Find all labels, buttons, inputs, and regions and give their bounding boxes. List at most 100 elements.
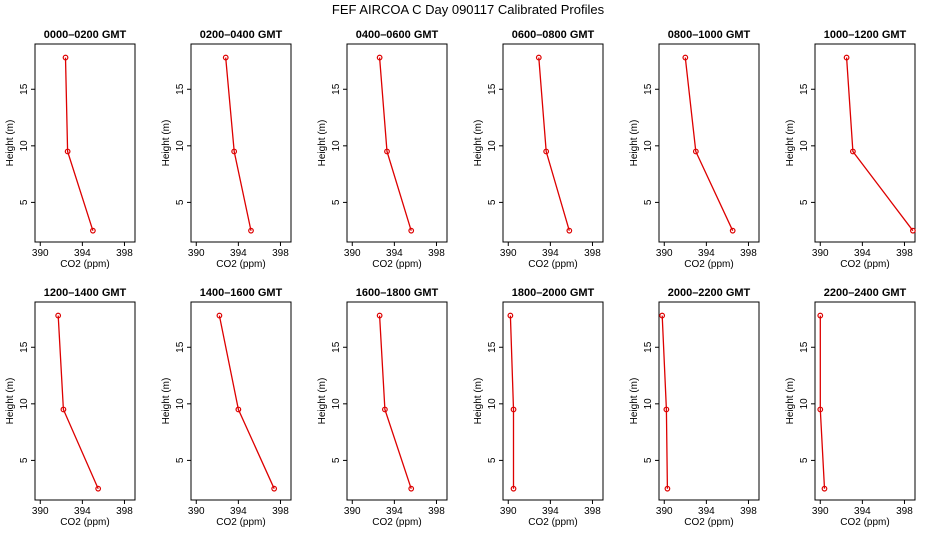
data-point bbox=[507, 312, 514, 319]
plot-frame bbox=[502, 301, 604, 501]
x-tick-label: 390 bbox=[188, 506, 205, 517]
y-tick-label: 15 bbox=[19, 83, 30, 95]
y-tick-label: 10 bbox=[487, 398, 498, 410]
x-axis-label: CO2 (ppm) bbox=[528, 259, 577, 270]
y-tick-label: 15 bbox=[331, 83, 342, 95]
y-tick-label: 15 bbox=[175, 341, 186, 353]
x-axis-label: CO2 (ppm) bbox=[216, 259, 265, 270]
data-point bbox=[222, 54, 229, 61]
data-point bbox=[849, 148, 856, 155]
data-point bbox=[510, 485, 517, 492]
y-tick-label: 15 bbox=[331, 341, 342, 353]
x-tick-label: 398 bbox=[428, 506, 445, 517]
panel-12: 2200–2400 GMT 390 394 398 5 10 15 CO2 (ppm) Heig… bbox=[785, 287, 916, 528]
data-point bbox=[376, 54, 383, 61]
y-axis-label: Height (m) bbox=[785, 378, 796, 425]
data-point bbox=[692, 148, 699, 155]
data-point bbox=[821, 485, 828, 492]
x-tick-label: 394 bbox=[854, 506, 871, 517]
y-tick-label: 10 bbox=[799, 140, 810, 152]
panel-9: 1600–1800 GMT 390 394 398 5 10 15 CO2 (ppm) Heig… bbox=[317, 287, 448, 528]
panel-1: 0000–0200 GMT 390 394 398 5 10 15 CO2 (ppm) Heig… bbox=[5, 29, 136, 270]
x-axis-label: CO2 (ppm) bbox=[60, 259, 109, 270]
data-point bbox=[659, 312, 666, 319]
x-tick-label: 390 bbox=[188, 248, 205, 259]
x-tick-label: 394 bbox=[230, 248, 247, 259]
y-tick-label: 5 bbox=[487, 199, 498, 205]
x-tick-label: 398 bbox=[428, 248, 445, 259]
profile-line bbox=[819, 315, 826, 489]
panel-title: 0800–1000 GMT bbox=[668, 29, 751, 41]
y-tick-label: 10 bbox=[19, 140, 30, 152]
data-point bbox=[682, 54, 689, 61]
panel-title: 1600–1800 GMT bbox=[356, 287, 439, 299]
panel-6: 1000–1200 GMT 390 394 398 5 10 15 CO2 (ppm) Heig… bbox=[785, 29, 916, 270]
y-tick-label: 10 bbox=[331, 140, 342, 152]
x-axis-label: CO2 (ppm) bbox=[372, 259, 421, 270]
x-tick-label: 398 bbox=[584, 506, 601, 517]
data-point bbox=[817, 406, 824, 413]
y-tick-label: 15 bbox=[19, 341, 30, 353]
profile-line bbox=[225, 57, 252, 231]
data-point bbox=[89, 227, 96, 234]
profile-line bbox=[218, 315, 275, 489]
x-axis-label: CO2 (ppm) bbox=[372, 517, 421, 528]
y-tick-label: 10 bbox=[175, 398, 186, 410]
plot-frame bbox=[658, 43, 760, 243]
x-tick-label: 390 bbox=[812, 248, 829, 259]
plot-frame bbox=[814, 301, 916, 501]
x-tick-label: 398 bbox=[272, 506, 289, 517]
y-tick-label: 5 bbox=[487, 457, 498, 463]
y-axis-label: Height (m) bbox=[161, 120, 172, 167]
data-point bbox=[248, 227, 254, 234]
plot-frame bbox=[814, 43, 916, 243]
data-point bbox=[271, 485, 278, 492]
data-point bbox=[729, 227, 736, 234]
data-point bbox=[535, 54, 542, 61]
data-point bbox=[566, 227, 573, 234]
y-tick-label: 15 bbox=[175, 83, 186, 95]
y-tick-label: 10 bbox=[799, 398, 810, 410]
panel-3: 0400–0600 GMT 390 394 398 5 10 15 CO2 (ppm) Heig… bbox=[317, 29, 448, 270]
y-tick-label: 5 bbox=[643, 199, 654, 205]
plot-frame bbox=[346, 301, 448, 501]
x-tick-label: 390 bbox=[32, 248, 49, 259]
y-tick-label: 15 bbox=[799, 83, 810, 95]
panel-title: 0400–0600 GMT bbox=[356, 29, 439, 41]
data-point bbox=[60, 406, 67, 413]
x-tick-label: 390 bbox=[344, 506, 361, 517]
y-axis-label: Height (m) bbox=[317, 378, 328, 425]
y-tick-label: 15 bbox=[487, 341, 498, 353]
y-tick-label: 15 bbox=[487, 83, 498, 95]
x-tick-label: 390 bbox=[656, 506, 673, 517]
profile-line bbox=[64, 57, 94, 231]
panel-2: 0200–0400 GMT 390 394 398 5 10 15 CO2 (ppm) Heig… bbox=[161, 29, 292, 270]
y-axis-label: Height (m) bbox=[473, 120, 484, 167]
y-tick-label: 10 bbox=[19, 398, 30, 410]
plot-frame bbox=[346, 43, 448, 243]
y-tick-label: 10 bbox=[643, 398, 654, 410]
data-point bbox=[384, 148, 390, 155]
data-point bbox=[510, 406, 517, 413]
panel-10: 1800–2000 GMT 390 394 398 5 10 15 CO2 (ppm) Heig… bbox=[473, 287, 604, 528]
y-axis-label: Height (m) bbox=[629, 378, 640, 425]
profile-line bbox=[378, 315, 412, 489]
plot-frame bbox=[190, 301, 292, 501]
plot-frame bbox=[34, 43, 136, 243]
profile-line bbox=[684, 57, 734, 231]
data-point bbox=[664, 485, 671, 492]
profile-line bbox=[57, 315, 99, 489]
panel-title: 2000–2200 GMT bbox=[668, 287, 751, 299]
y-axis-label: Height (m) bbox=[5, 378, 16, 425]
x-tick-label: 398 bbox=[584, 248, 601, 259]
x-axis-label: CO2 (ppm) bbox=[216, 517, 265, 528]
plot-frame bbox=[502, 43, 604, 243]
profile-line bbox=[378, 57, 412, 231]
y-axis-label: Height (m) bbox=[629, 120, 640, 167]
data-point bbox=[543, 148, 550, 155]
x-tick-label: 390 bbox=[344, 248, 361, 259]
x-tick-label: 398 bbox=[740, 506, 757, 517]
x-tick-label: 398 bbox=[116, 248, 133, 259]
panel-title: 1000–1200 GMT bbox=[824, 29, 907, 41]
y-tick-label: 15 bbox=[643, 341, 654, 353]
